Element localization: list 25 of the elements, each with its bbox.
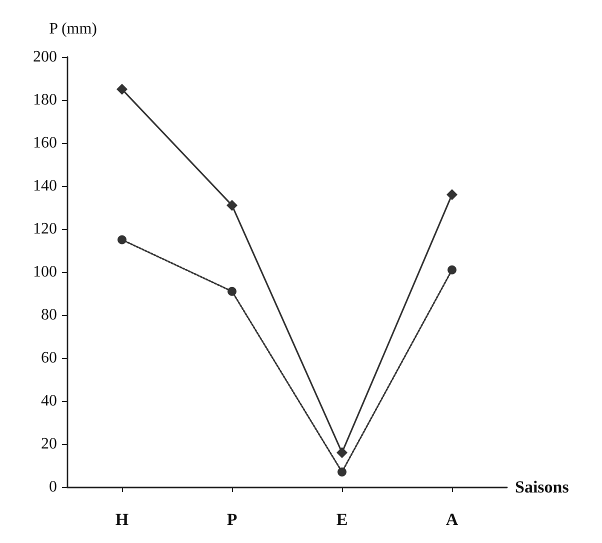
point	[226, 200, 238, 211]
point	[228, 286, 236, 296]
y-tick-label: 20	[41, 436, 57, 452]
y-tick-label: 180	[33, 92, 57, 108]
point	[446, 189, 458, 200]
x-axis-title: Saisons	[515, 478, 570, 496]
y-tick-label: 60	[41, 350, 57, 366]
point	[336, 447, 348, 458]
y-tick-label: 40	[41, 392, 57, 410]
x-tick-label: E	[336, 510, 348, 529]
x-tick-label: P	[226, 510, 238, 529]
y-tick-label: 100	[33, 264, 57, 280]
x-tick-label: H	[115, 510, 129, 529]
point	[116, 84, 128, 95]
y-tick-label: 120	[33, 220, 57, 238]
y-tick-label: 0	[49, 478, 57, 496]
y-tick-label: 140	[33, 178, 57, 194]
point	[118, 235, 126, 244]
y-tick-label: 80	[41, 306, 57, 324]
y-axis-title: P (mm)	[49, 20, 97, 38]
y-tick-label: 160	[33, 134, 57, 152]
point	[338, 467, 346, 476]
y-tick-label: 200	[33, 48, 57, 66]
x-tick-label: A	[446, 510, 459, 529]
point	[448, 265, 456, 274]
